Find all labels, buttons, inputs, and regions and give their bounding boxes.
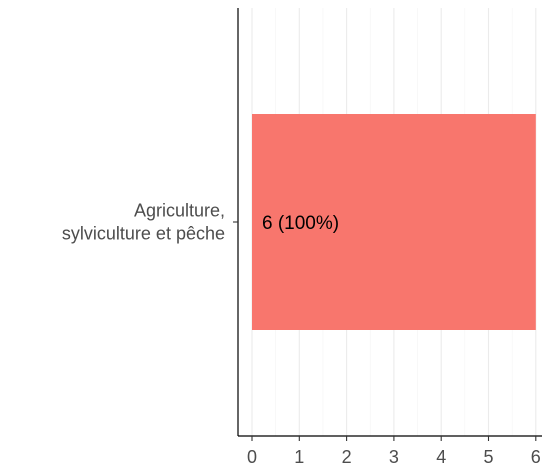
bar-data-label: 6 (100%) xyxy=(262,213,339,234)
bars xyxy=(252,114,536,330)
x-tick-label: 3 xyxy=(389,447,399,467)
x-tick-label: 6 xyxy=(531,447,541,467)
category-label: Agriculture, sylviculture et pêche xyxy=(62,201,225,244)
x-tick-label: 4 xyxy=(436,447,446,467)
x-tick-label: 5 xyxy=(483,447,493,467)
x-tick-label: 0 xyxy=(247,447,257,467)
x-tick-label: 2 xyxy=(342,447,352,467)
category-label-line: Agriculture, xyxy=(134,201,225,221)
category-label-line: sylviculture et pêche xyxy=(62,224,225,244)
bar xyxy=(252,114,536,330)
labels: 6 (100%) Agriculture, sylviculture et pêch… xyxy=(62,201,541,468)
axes xyxy=(233,8,542,441)
x-tick-label: 1 xyxy=(294,447,304,467)
